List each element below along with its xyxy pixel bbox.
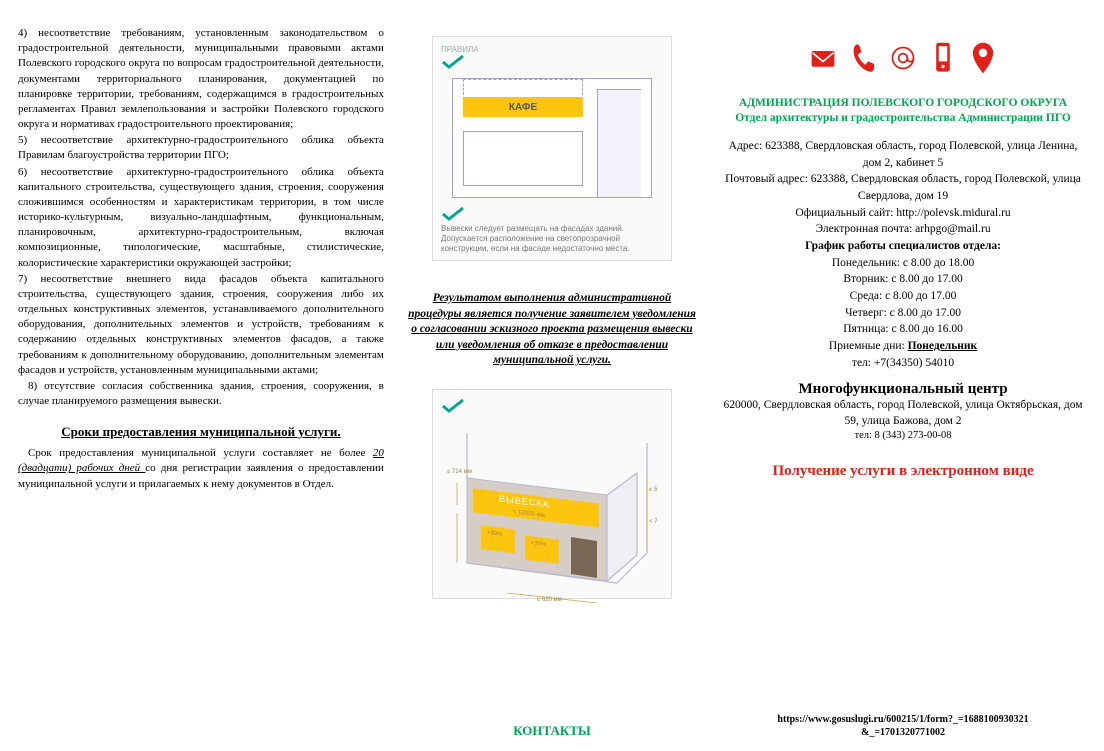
schedule-wed: Среда: с 8.00 до 17.00	[720, 288, 1086, 305]
schedule-mon: Понедельник: с 8.00 до 18.00	[720, 255, 1086, 272]
org-title: АДМИНИСТРАЦИЯ ПОЛЕВСКОГО ГОРОДСКОГО ОКРУ…	[735, 96, 1071, 126]
mfc-tel: тел: 8 (343) 273-00-08	[855, 429, 952, 443]
contacts-heading: КОНТАКТЫ	[513, 723, 591, 741]
email: Электронная почта: arhpgo@mail.ru	[720, 221, 1086, 238]
cafe-sign: КАФЕ	[463, 97, 583, 117]
svg-text:≤ 500: ≤ 500	[649, 487, 657, 493]
contact-icons	[806, 38, 1000, 78]
rules-diagram: ПРАВИЛА КАФЕ Вывески следует размещать н…	[432, 36, 672, 261]
left-column: 4) несоответствие требованиям, установле…	[18, 26, 384, 741]
at-icon	[886, 38, 920, 78]
reception: Приемные дни: Понедельник	[720, 338, 1086, 355]
dim-1: ≤ 714 мм	[447, 469, 472, 475]
building-facade: КАФЕ	[452, 78, 652, 198]
mfc-address: 620000, Свердловская область, город Поле…	[720, 398, 1086, 429]
center-column: ПРАВИЛА КАФЕ Вывески следует размещать н…	[404, 26, 700, 741]
eservice-heading: Получение услуги в электронном виде	[772, 463, 1033, 480]
schedule-fri: Пятница: с 8.00 до 16.00	[720, 321, 1086, 338]
mfc-title: Многофункциональный центр	[799, 381, 1008, 398]
schedule-title: График работы специалистов отдела:	[720, 238, 1086, 255]
mobile-icon	[926, 38, 960, 78]
url-line2: &_=1701320771002	[777, 726, 1028, 739]
ground-4: 4) несоответствие требованиям, установле…	[18, 26, 384, 132]
schedule-thu: Четверг: с 8.00 до 17.00	[720, 305, 1086, 322]
post-address: Почтовый адрес: 623388, Свердловская обл…	[720, 171, 1086, 204]
deadline-text: Срок предоставления муниципальной услуги…	[18, 446, 384, 492]
deadline-pre: Срок предоставления муниципальной услуги…	[28, 447, 373, 459]
checkmark-icon	[441, 398, 465, 414]
ground-6: 6) несоответствие архитектурно-градостро…	[18, 165, 384, 271]
org-line1: АДМИНИСТРАЦИЯ ПОЛЕВСКОГО ГОРОДСКОГО ОКРУ…	[735, 96, 1071, 111]
checkmark-icon	[441, 54, 465, 70]
address: Адрес: 623388, Свердловская область, гор…	[720, 138, 1086, 171]
location-icon	[966, 38, 1000, 78]
rules-label: ПРАВИЛА	[441, 45, 663, 54]
grounds-list: 4) несоответствие требованиям, установле…	[18, 26, 384, 410]
schedule-tue: Вторник: с 8.00 до 17.00	[720, 271, 1086, 288]
ground-7: 7) несоответствие внешнего вида фасадов …	[18, 272, 384, 378]
procedure-result: Результатом выполнения административной …	[408, 291, 696, 369]
deadline-heading: Сроки предоставления муниципальной услуг…	[18, 424, 384, 440]
svg-text:< 714: < 714	[649, 519, 657, 525]
dim-bottom: ≤ 620 мм	[537, 597, 562, 603]
org-line2: Отдел архитектуры и градостроительства А…	[735, 111, 1071, 126]
svg-text:≤ 500 мм < 800 мм: ≤ 500 мм < 800 мм	[447, 535, 449, 587]
ground-8: 8) отсутствие согласия собственника здан…	[18, 379, 384, 409]
right-column: АДМИНИСТРАЦИЯ ПОЛЕВСКОГО ГОРОДСКОГО ОКРУ…	[720, 26, 1086, 741]
url-line1: https://www.gosuslugi.ru/600215/1/form?_…	[777, 713, 1028, 726]
gosuslugi-url: https://www.gosuslugi.ru/600215/1/form?_…	[777, 713, 1028, 741]
ground-5: 5) несоответствие архитектурно-градостро…	[18, 133, 384, 163]
telephone: тел: +7(34350) 54010	[720, 355, 1086, 372]
site: Официальный сайт: http://polevsk.midural…	[720, 205, 1086, 222]
checkmark-icon	[441, 206, 465, 222]
rules-caption: Вывески следует размещать на фасадах зда…	[441, 224, 663, 254]
phone-icon	[846, 38, 880, 78]
envelope-icon	[806, 38, 840, 78]
contact-info: Адрес: 623388, Свердловская область, гор…	[720, 138, 1086, 371]
dimensions-diagram: ВЫВЕСКА < 12000 мм +30% +30% ≤ 714 мм ≤ …	[432, 389, 672, 599]
